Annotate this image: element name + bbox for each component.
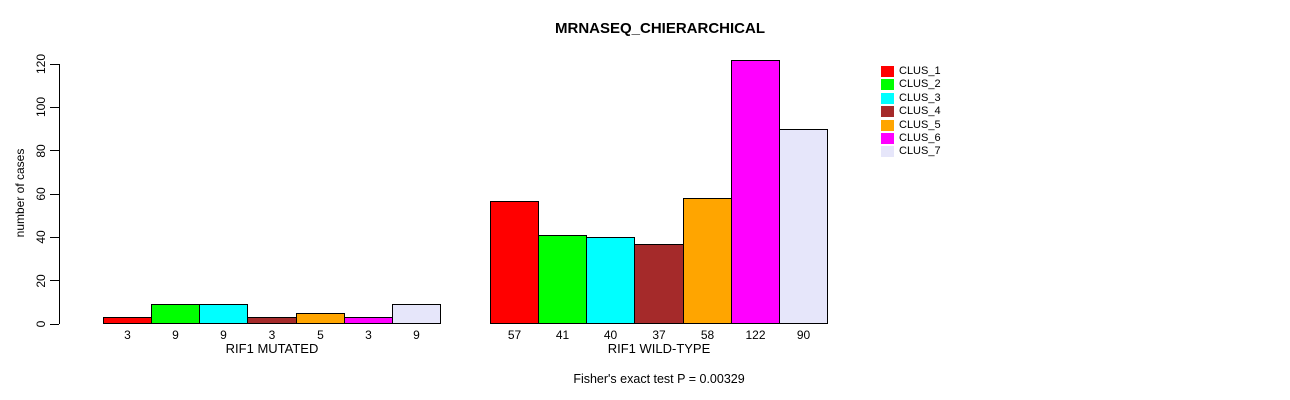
- bar-clus_6: [344, 317, 393, 324]
- bar-clus_7: [392, 304, 441, 324]
- bar-value-label: 40: [603, 328, 618, 342]
- y-axis-title: number of cases: [13, 148, 27, 238]
- bar-clus_6: [731, 60, 780, 324]
- x-axis-group-label-mutated: RIF1 MUTATED: [225, 341, 319, 356]
- bar-clus_2: [538, 235, 587, 324]
- legend-swatch: [881, 133, 894, 144]
- legend-swatch: [881, 79, 894, 91]
- bar-value-label: 9: [172, 328, 179, 342]
- y-axis-tick-label: 40: [34, 230, 48, 245]
- x-axis-group-label-wildtype: RIF1 WILD-TYPE: [607, 341, 711, 356]
- y-axis-line: [59, 64, 60, 324]
- bar-clus_4: [634, 244, 684, 324]
- bar-value-label: 122: [745, 328, 766, 342]
- y-axis-tick-label: 60: [34, 187, 48, 201]
- bar-value-label: 5: [317, 328, 324, 342]
- y-axis-tick: [50, 323, 59, 325]
- y-axis-tick: [50, 280, 59, 282]
- bar-clus_1: [490, 201, 539, 324]
- bar-value-label: 57: [507, 328, 522, 342]
- y-axis-tick-label: 100: [34, 97, 48, 118]
- y-axis-tick-label: 80: [34, 143, 48, 158]
- bar-clus_5: [296, 313, 345, 324]
- bar-value-label: 9: [413, 328, 420, 342]
- legend-label: CLUS_2: [899, 78, 941, 91]
- legend-swatch: [881, 106, 894, 118]
- chart-title: MRNASEQ_CHIERARCHICAL: [554, 20, 766, 37]
- bar-clus_1: [103, 317, 152, 324]
- legend-label: CLUS_4: [899, 105, 941, 118]
- bar-clus_5: [683, 198, 732, 324]
- legend-swatch: [881, 119, 894, 131]
- y-axis-tick: [50, 193, 59, 195]
- bar-clus_3: [199, 304, 248, 324]
- stat-test-caption: Fisher's exact test P = 0.00329: [573, 372, 745, 386]
- y-axis-tick-label: 120: [34, 53, 48, 75]
- bar-value-label: 9: [220, 328, 227, 342]
- bar-clus_2: [151, 304, 200, 324]
- y-axis-tick: [50, 63, 59, 65]
- y-axis-tick: [50, 150, 59, 152]
- bar-value-label: 41: [555, 328, 570, 342]
- bar-value-label: 3: [124, 328, 131, 342]
- bar-clus_4: [247, 317, 297, 324]
- y-axis-tick-label: 20: [34, 273, 48, 288]
- legend-label: CLUS_1: [899, 65, 941, 77]
- legend-label: CLUS_3: [899, 91, 941, 104]
- bar-clus_7: [779, 129, 828, 324]
- bar-value-label: 3: [365, 328, 372, 342]
- bar-clus_3: [586, 237, 635, 324]
- y-axis-tick: [50, 106, 59, 108]
- legend-swatch: [881, 92, 894, 104]
- y-axis-tick-label: 0: [34, 320, 48, 328]
- legend-label: CLUS_5: [899, 118, 941, 131]
- bar-value-label: 3: [268, 328, 276, 342]
- legend-label: CLUS_7: [899, 145, 941, 158]
- legend-swatch: [881, 146, 894, 158]
- bar-value-label: 58: [700, 328, 715, 342]
- legend-swatch: [881, 66, 894, 77]
- legend-label: CLUS_6: [899, 132, 941, 144]
- y-axis-tick: [50, 236, 59, 238]
- bar-value-label: 37: [652, 328, 666, 342]
- bar-value-label: 90: [796, 328, 811, 342]
